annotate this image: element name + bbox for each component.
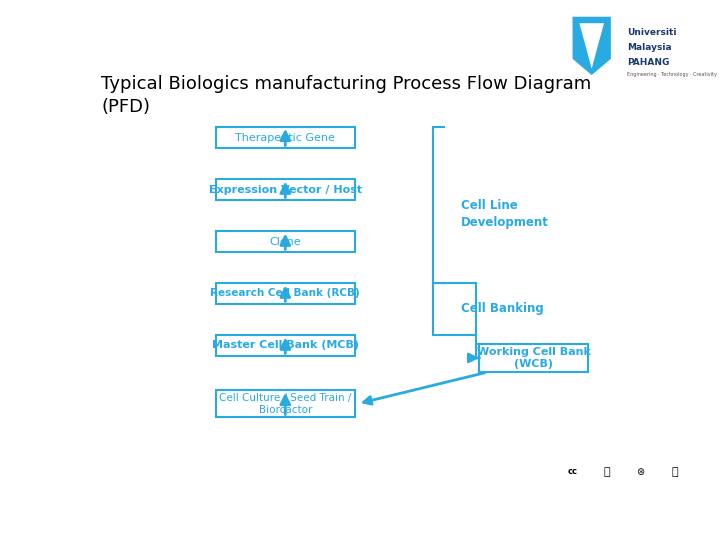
Polygon shape	[572, 17, 611, 75]
Text: Expression Vector / Host: Expression Vector / Host	[209, 185, 362, 194]
Circle shape	[620, 463, 662, 481]
Text: Malaysia: Malaysia	[627, 43, 672, 52]
FancyBboxPatch shape	[215, 127, 355, 148]
Circle shape	[654, 463, 696, 481]
Text: PAHANG: PAHANG	[627, 58, 670, 66]
Circle shape	[552, 463, 593, 481]
Text: Research Cell Bank (RCB): Research Cell Bank (RCB)	[210, 288, 360, 299]
Text: ⓘ: ⓘ	[603, 467, 610, 477]
Text: Therapeutic Gene: Therapeutic Gene	[235, 132, 336, 143]
Text: Master Cell Bank (MCB): Master Cell Bank (MCB)	[212, 340, 359, 350]
Text: BY: BY	[586, 494, 599, 502]
FancyBboxPatch shape	[215, 335, 355, 356]
Circle shape	[586, 463, 627, 481]
Text: ⊛: ⊛	[636, 467, 644, 477]
Text: Universiti: Universiti	[627, 28, 677, 37]
Text: Clone: Clone	[269, 237, 301, 247]
Text: Typical Biologics manufacturing Process Flow Diagram: Typical Biologics manufacturing Process …	[101, 75, 591, 93]
Text: NC: NC	[626, 494, 639, 502]
Text: SA: SA	[665, 494, 679, 502]
Text: Cell Line
Development: Cell Line Development	[461, 199, 549, 230]
FancyBboxPatch shape	[215, 179, 355, 200]
Text: Communicating Technology: Communicating Technology	[554, 524, 698, 534]
FancyBboxPatch shape	[215, 282, 355, 305]
Text: cc: cc	[568, 467, 577, 476]
Text: (PFD): (PFD)	[101, 98, 150, 116]
Text: Cell Banking: Cell Banking	[461, 301, 544, 314]
Text: Ⓢ: Ⓢ	[671, 467, 678, 477]
FancyBboxPatch shape	[480, 344, 588, 372]
Text: Engineering · Technology · Creativity: Engineering · Technology · Creativity	[627, 72, 717, 77]
FancyBboxPatch shape	[215, 231, 355, 252]
FancyBboxPatch shape	[215, 390, 355, 417]
Text: Working Cell Bank
(WCB): Working Cell Bank (WCB)	[477, 347, 590, 369]
Text: Cell Culture / Seed Train /
Biorcactor: Cell Culture / Seed Train / Biorcactor	[219, 393, 351, 415]
Polygon shape	[580, 23, 604, 69]
